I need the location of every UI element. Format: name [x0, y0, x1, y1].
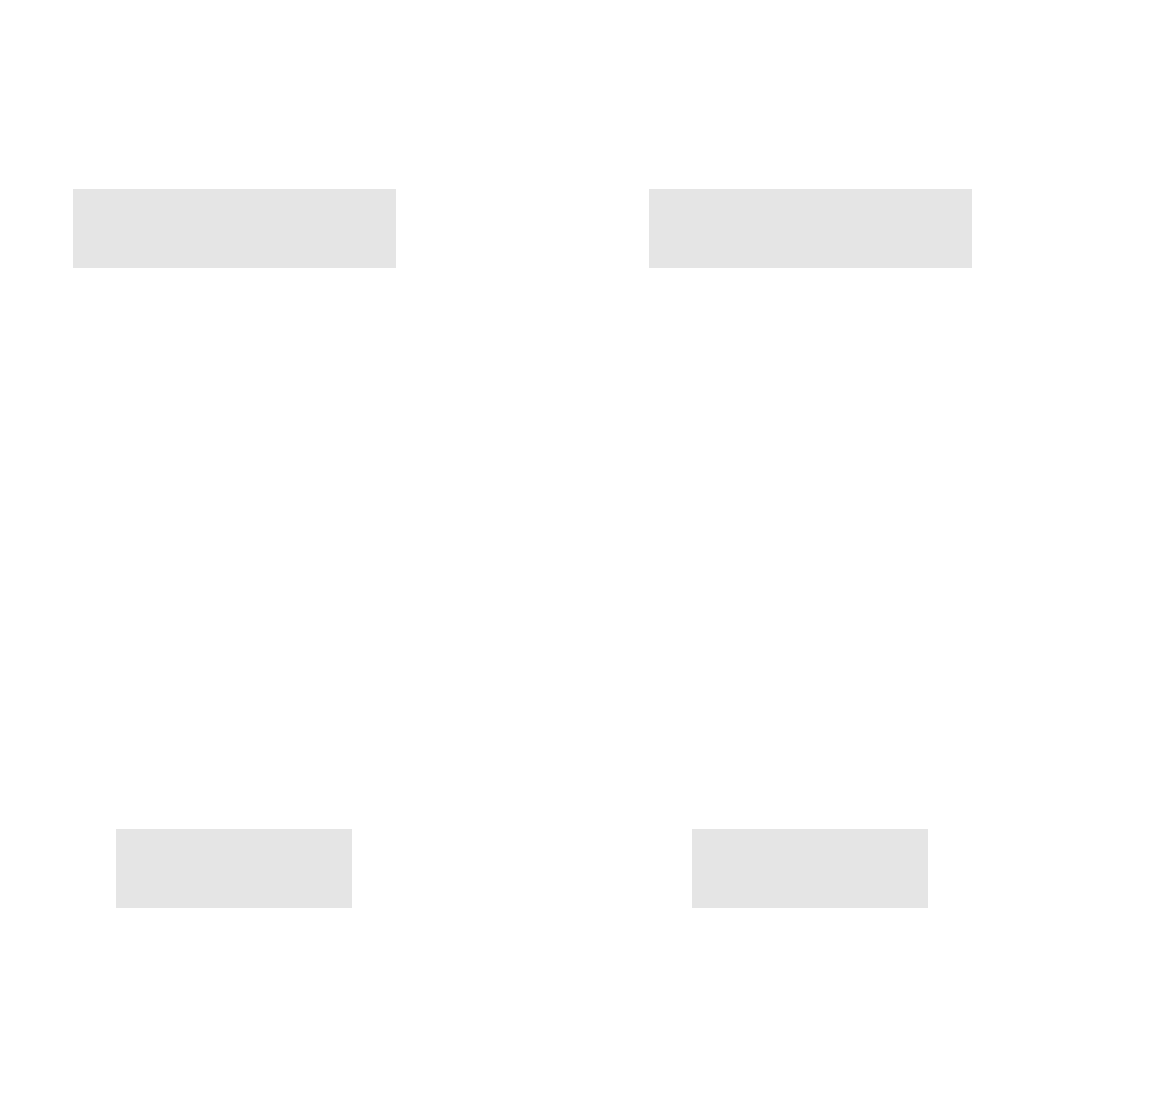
group-label-female	[649, 189, 972, 268]
group-label-male	[692, 829, 928, 908]
group-label-female	[73, 189, 396, 268]
group-label-male	[116, 829, 352, 908]
